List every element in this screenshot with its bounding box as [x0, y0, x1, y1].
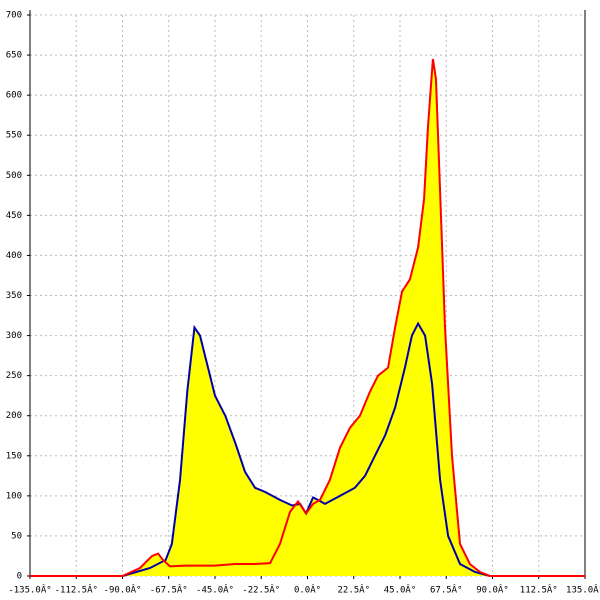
x-tick-label: 112.5Â° — [520, 584, 558, 596]
x-tick-label: -45.0Â° — [196, 584, 234, 596]
y-tick-label: 300 — [6, 331, 22, 341]
line — [122, 321, 491, 577]
y-tick-label: 100 — [6, 491, 22, 501]
x-tick-label: 22.5Â° — [337, 584, 370, 596]
x-tick-label: -22.5Â° — [242, 584, 280, 596]
y-tick-label: 400 — [6, 251, 22, 261]
line — [30, 58, 585, 577]
x-tick-label: 0.0Â° — [294, 584, 321, 596]
y-tick-label: 550 — [6, 131, 22, 141]
y-tick-label: 650 — [6, 51, 22, 61]
x-tick-label: 45.0Â° — [384, 584, 417, 596]
y-tick-label: 700 — [6, 11, 22, 21]
x-tick-label: 135.0Â° — [566, 584, 600, 596]
x-tick-label: -90.0Â° — [104, 584, 142, 596]
x-tick-label: 67.5Â° — [430, 584, 463, 596]
y-tick-label: 600 — [6, 91, 22, 101]
y-tick-label: 0 — [17, 572, 22, 582]
x-tick-label: 90.0Â° — [476, 584, 509, 596]
y-tick-label: 200 — [6, 411, 22, 421]
x-tick-label: -135.0Â° — [8, 584, 51, 596]
y-tick-label: 450 — [6, 211, 22, 221]
y-tick-label: 150 — [6, 451, 22, 461]
x-tick-label: -112.5Â° — [55, 584, 98, 596]
y-tick-label: 50 — [11, 531, 22, 541]
area-fill — [30, 59, 585, 577]
x-tick-label: -67.5Â° — [150, 584, 188, 596]
y-tick-label: 250 — [6, 371, 22, 381]
y-tick-label: 350 — [6, 291, 22, 301]
y-tick-label: 500 — [6, 171, 22, 181]
